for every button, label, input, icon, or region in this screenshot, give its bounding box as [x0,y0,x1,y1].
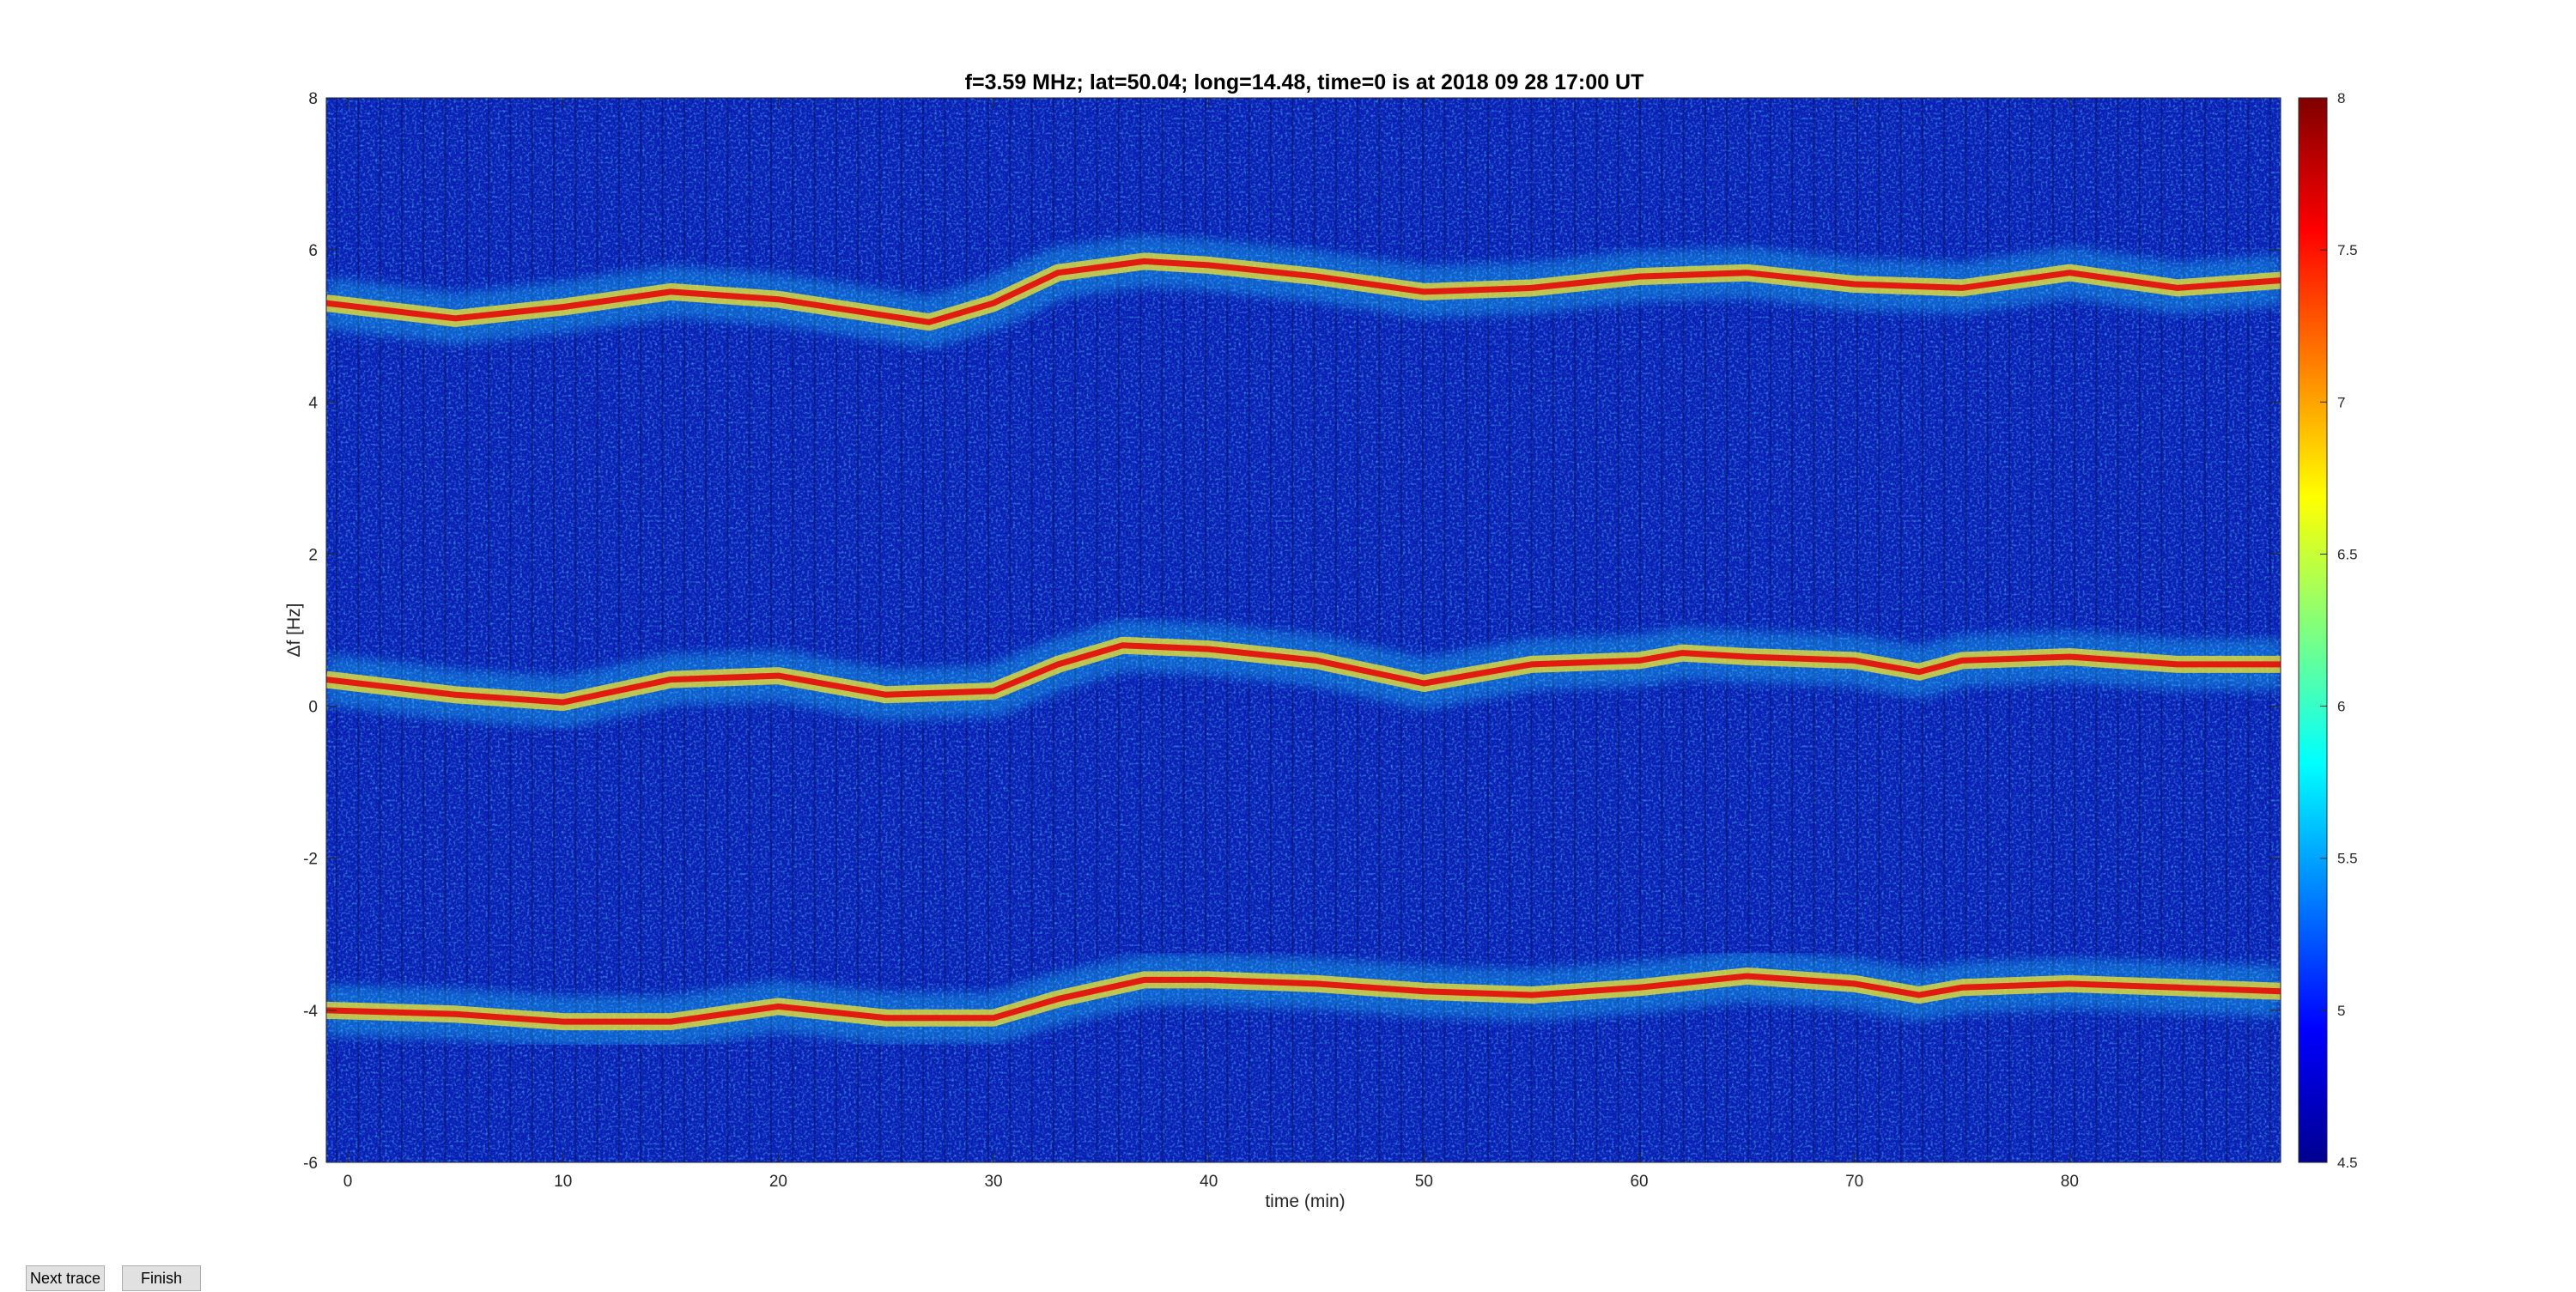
trace-line-1 [326,258,2281,325]
colorbar-tick-label: 6 [2337,699,2345,715]
colorbar-gradient [2298,97,2328,1163]
colorbar-tick-label: 6.5 [2337,546,2358,562]
next-trace-button[interactable]: Next trace [26,1265,105,1291]
y-tick-label: 6 [308,242,318,260]
x-tick-label: 20 [769,1173,787,1191]
plot-frame [325,97,2281,1163]
x-tick-label: 60 [1630,1173,1648,1191]
colorbar-tick-label: 5 [2337,1003,2345,1019]
colorbar: 4.5 5 5.5 6 6.5 7 7.5 8 [2298,90,2358,1171]
x-tick-label: 80 [2061,1173,2079,1191]
plot-area [326,98,2281,1162]
x-tick-label: 30 [984,1173,1002,1191]
colorbar-tick-label: 4.5 [2337,1155,2358,1171]
doppler-traces [326,235,2281,1048]
x-tick-label: 40 [1200,1173,1218,1191]
x-tick-label: 50 [1415,1173,1433,1191]
x-tick-label: 0 [343,1173,353,1191]
colorbar-tick-label: 8 [2337,90,2345,106]
colorbar-ticks: 4.5 5 5.5 6 6.5 7 7.5 8 [2320,90,2358,1171]
trace-line-2 [326,642,2281,706]
y-axis-label: Δf [Hz] [284,603,304,657]
y-tick-label: 0 [308,699,318,717]
x-tick-label: 10 [554,1173,572,1191]
colorbar-tick-label: 7 [2337,394,2345,410]
chart-title: f=3.59 MHz; lat=50.04; long=14.48, time=… [965,70,1644,94]
trace-line-3 [326,973,2281,1025]
colorbar-tick-label: 7.5 [2337,242,2358,258]
y-tick-label: -4 [303,1003,318,1021]
y-tick-label: -2 [303,851,318,869]
x-axis: 0 10 20 30 40 50 60 70 80 [343,98,2079,1191]
colorbar-tick-label: 5.5 [2337,851,2358,867]
finish-button[interactable]: Finish [122,1265,201,1291]
y-axis: -6 -4 -2 0 2 4 6 8 [303,90,2281,1173]
x-tick-label: 70 [1845,1173,1863,1191]
y-tick-label: -6 [303,1155,318,1173]
y-tick-label: 4 [308,394,318,412]
y-tick-label: 8 [308,90,318,108]
y-tick-label: 2 [308,546,318,564]
x-axis-label: time (min) [1265,1192,1345,1211]
